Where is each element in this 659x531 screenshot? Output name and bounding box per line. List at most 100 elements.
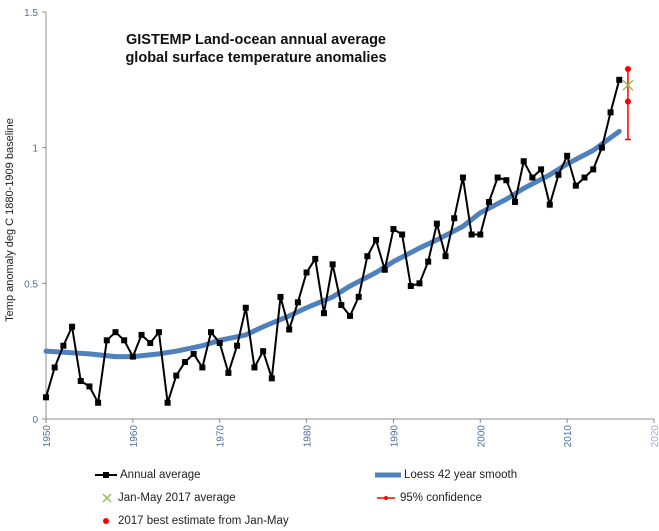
data-point-1983 xyxy=(329,261,336,268)
data-point-2011 xyxy=(572,182,579,189)
x-tick-label: 1970 xyxy=(216,425,227,448)
data-point-1984 xyxy=(338,302,345,309)
best-estimate-dot xyxy=(624,98,631,105)
data-point-1997 xyxy=(451,215,458,222)
data-point-1958 xyxy=(112,329,119,336)
data-point-1965 xyxy=(173,372,180,379)
legend-label: Loess 42 year smooth xyxy=(404,469,518,481)
data-point-1994 xyxy=(425,258,432,265)
chart-title-line-2: global surface temperature anomalies xyxy=(125,50,386,66)
data-point-2015 xyxy=(607,109,614,116)
data-point-1978 xyxy=(286,326,293,333)
x-marker-icon xyxy=(102,493,112,503)
data-point-1995 xyxy=(433,220,440,227)
dot-marker-icon xyxy=(103,518,109,524)
legend-item-loess-smooth: Loess 42 year smooth xyxy=(375,466,517,484)
y-tick-label: 1 xyxy=(32,144,38,155)
data-point-1992 xyxy=(407,283,414,290)
data-point-2013 xyxy=(590,166,597,173)
data-point-1976 xyxy=(268,375,275,382)
data-point-2005 xyxy=(520,158,527,165)
x-tick-label: 2020 xyxy=(650,425,659,448)
legend-label: Jan-May 2017 average xyxy=(118,492,236,504)
data-point-1993 xyxy=(416,280,423,287)
legend: Annual average Loess 42 year smooth Jan-… xyxy=(95,462,655,528)
y-tick-label: 0 xyxy=(32,415,38,426)
data-point-1962 xyxy=(147,340,154,347)
data-point-1999 xyxy=(468,231,475,238)
legend-label: 95% confidence xyxy=(400,492,482,504)
data-point-1951 xyxy=(51,364,58,371)
chart-title-line-1: GISTEMP Land-ocean annual average xyxy=(126,32,386,48)
data-point-1956 xyxy=(95,399,102,406)
data-point-1954 xyxy=(77,378,84,385)
data-point-2006 xyxy=(529,174,536,181)
plot-area xyxy=(43,65,634,406)
data-point-1989 xyxy=(381,266,388,273)
data-point-1974 xyxy=(251,364,258,371)
axes xyxy=(42,11,655,423)
jan-may-2017-marker xyxy=(622,79,634,91)
x-stroke xyxy=(622,79,634,91)
data-point-1957 xyxy=(103,337,110,344)
data-point-2001 xyxy=(485,198,492,205)
legend-item-jan-may-average: Jan-May 2017 average xyxy=(101,489,236,507)
data-point-1991 xyxy=(399,231,406,238)
data-point-1988 xyxy=(373,236,380,243)
data-point-1985 xyxy=(347,312,353,319)
data-point-1972 xyxy=(234,342,241,349)
data-point-2002 xyxy=(494,174,501,181)
x-tick-label: 2000 xyxy=(476,425,487,448)
tick-labels: 0 0.5 1 1.5 1950 1960 1970 1980 1990 2000 2010 2020 xyxy=(24,8,659,447)
data-point-1998 xyxy=(459,174,466,181)
y-tick-label: 0.5 xyxy=(24,279,38,290)
data-point-1977 xyxy=(277,293,284,300)
data-point-1950 xyxy=(43,394,49,401)
legend-label: 2017 best estimate from Jan-May xyxy=(118,515,289,527)
data-point-1966 xyxy=(181,359,188,366)
data-point-2003 xyxy=(503,177,510,184)
data-point-1982 xyxy=(320,310,327,317)
x-tick-label: 2010 xyxy=(563,425,574,448)
data-point-2009 xyxy=(555,171,562,178)
x-tick-label: 1950 xyxy=(42,425,53,448)
legend-item-annual-average: Annual average xyxy=(95,466,201,484)
x-tick-label: 1990 xyxy=(389,425,400,448)
data-point-1986 xyxy=(355,293,362,300)
best-estimate-dot xyxy=(624,65,631,72)
y-tick-label: 1.5 xyxy=(24,8,38,19)
data-point-2016 xyxy=(616,76,623,83)
data-point-1963 xyxy=(155,329,162,336)
legend-item-confidence: 95% confidence xyxy=(375,489,482,507)
legend-label: Annual average xyxy=(120,469,201,481)
legend-item-best-estimate: 2017 best estimate from Jan-May xyxy=(101,512,289,530)
data-point-1959 xyxy=(121,337,128,344)
data-point-1996 xyxy=(442,253,449,260)
line-square-marker-icon xyxy=(95,472,117,478)
series-loess-smooth-line xyxy=(43,128,622,360)
data-point-2008 xyxy=(546,201,553,208)
data-point-1975 xyxy=(260,348,267,355)
data-point-1987 xyxy=(364,253,371,260)
data-point-1961 xyxy=(138,331,145,338)
data-point-1970 xyxy=(216,340,223,347)
y-axis-label: Temp anomaly deg C 1880-1909 baseline xyxy=(4,118,16,322)
data-point-2004 xyxy=(512,198,519,205)
x-tick-label: 1960 xyxy=(129,425,140,448)
data-point-2010 xyxy=(564,152,571,159)
data-point-1964 xyxy=(164,399,171,406)
data-point-1979 xyxy=(294,299,301,306)
data-point-1971 xyxy=(225,369,232,376)
error-bar-icon xyxy=(377,496,395,500)
thick-line-icon xyxy=(375,472,401,478)
data-point-2014 xyxy=(598,144,605,151)
data-point-1967 xyxy=(190,350,197,357)
data-point-1969 xyxy=(208,329,215,336)
data-point-2000 xyxy=(477,231,484,238)
data-point-1968 xyxy=(199,364,206,371)
data-point-1955 xyxy=(86,383,93,390)
data-point-2012 xyxy=(581,174,588,181)
data-point-2007 xyxy=(538,166,545,173)
data-point-1953 xyxy=(69,323,76,330)
